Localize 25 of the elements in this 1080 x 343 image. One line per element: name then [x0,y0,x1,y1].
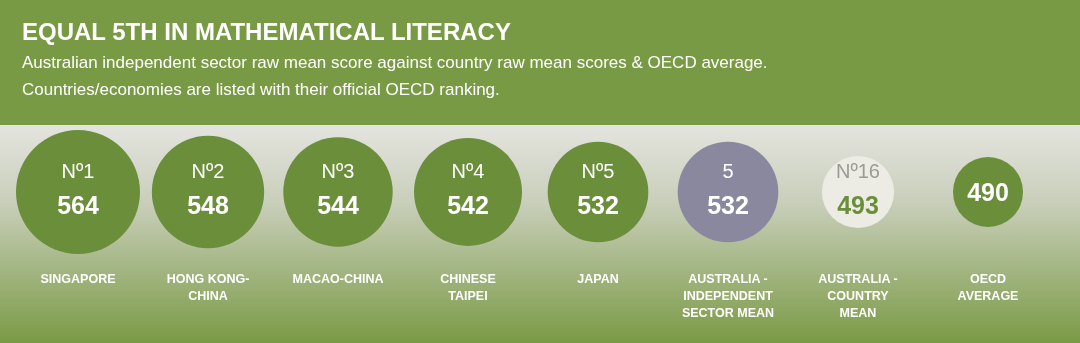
text: Nº2 [191,160,225,182]
text: Nº16 [836,160,880,182]
data-label: 532 [707,191,749,219]
text: EQUAL 5TH IN MATHEMATICAL LITERACY [22,18,511,45]
category-label: SINGAPORE [40,272,116,286]
text: Nº5 [581,160,615,182]
category-label: CHINESE TAIPEI [440,272,496,303]
data-label: 542 [447,191,489,219]
category-label: AUSTRALIA - INDEPENDENT SECTOR MEAN [681,272,775,320]
data-label: 564 [57,191,99,219]
text: Nº1 [61,160,95,182]
text: Australian independent sector raw mean score against country raw mean scores & OECD average. Countries/economies are listed with their official OECD ranking. [22,53,768,99]
category-label: AUSTRALIA - COUNTRY MEAN [818,272,898,320]
data-label: 532 [577,191,619,219]
category-label: JAPAN [577,272,619,286]
text: 5 [722,160,734,182]
category-label: OECD AVERAGE [957,272,1019,303]
data-label: 548 [187,191,229,219]
category-label: HONG KONG-CHINA [166,272,250,303]
category-label: MACAO-CHINA [292,272,384,286]
text: Nº3 [321,160,355,182]
data-label: 490 [967,178,1009,206]
data-label: 544 [317,191,359,219]
text: Nº4 [451,160,485,182]
data-label: 493 [837,191,879,219]
